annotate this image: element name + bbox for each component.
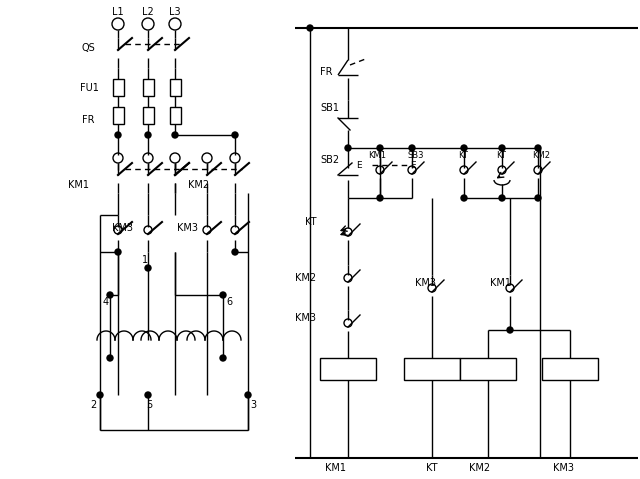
Text: QS: QS [82,43,96,53]
Bar [113,107,124,124]
Text: E: E [410,160,415,170]
Bar [170,79,181,96]
Bar [404,358,460,380]
Text: KM3: KM3 [112,223,133,233]
Text: KM3: KM3 [552,463,573,473]
Text: 1: 1 [142,255,148,265]
Circle shape [145,132,151,138]
Circle shape [145,265,151,271]
Circle shape [461,145,467,151]
Text: 3: 3 [250,400,256,410]
Circle shape [535,145,541,151]
Text: KM3: KM3 [415,278,436,288]
Bar [542,358,598,380]
Bar [170,107,181,124]
Text: 5: 5 [146,400,152,410]
Text: SB1: SB1 [320,103,339,113]
Circle shape [377,195,383,201]
Text: KT: KT [458,150,468,160]
Circle shape [499,145,505,151]
Bar [320,358,376,380]
Circle shape [345,145,351,151]
Circle shape [245,392,251,398]
Text: KT: KT [305,217,316,227]
Text: KM3: KM3 [177,223,198,233]
Text: KM2: KM2 [532,150,550,160]
Circle shape [535,195,541,201]
Text: KT: KT [426,463,438,473]
Text: KM1: KM1 [324,463,346,473]
Circle shape [499,195,505,201]
Text: FR: FR [320,67,333,77]
Circle shape [145,392,151,398]
Text: SB2: SB2 [320,155,339,165]
Circle shape [107,292,113,298]
Circle shape [220,292,226,298]
Text: 2: 2 [90,400,96,410]
Bar [143,107,154,124]
Text: KM2: KM2 [295,273,316,283]
Circle shape [461,195,467,201]
Circle shape [232,249,238,255]
Text: KM1: KM1 [368,150,386,160]
Circle shape [172,132,178,138]
Text: FU1: FU1 [80,83,99,93]
Circle shape [409,145,415,151]
Text: KM3: KM3 [295,313,316,323]
Circle shape [115,249,121,255]
Text: KM2: KM2 [188,180,209,190]
Bar [460,358,516,380]
Circle shape [307,25,313,31]
Text: E: E [356,160,362,170]
Text: SB3: SB3 [408,150,424,160]
Circle shape [115,132,121,138]
Text: KT: KT [496,150,506,160]
Circle shape [97,392,103,398]
Text: KM1: KM1 [68,180,89,190]
Text: L2: L2 [142,7,154,17]
Text: 6: 6 [226,297,232,307]
Text: L1: L1 [112,7,124,17]
Text: FR: FR [82,115,95,125]
Text: KM1: KM1 [490,278,511,288]
Circle shape [107,355,113,361]
Bar [143,79,154,96]
Circle shape [232,132,238,138]
Circle shape [220,355,226,361]
Text: KM2: KM2 [469,463,491,473]
Text: 4: 4 [103,297,109,307]
Bar [113,79,124,96]
Circle shape [377,145,383,151]
Circle shape [507,327,513,333]
Text: L3: L3 [169,7,181,17]
